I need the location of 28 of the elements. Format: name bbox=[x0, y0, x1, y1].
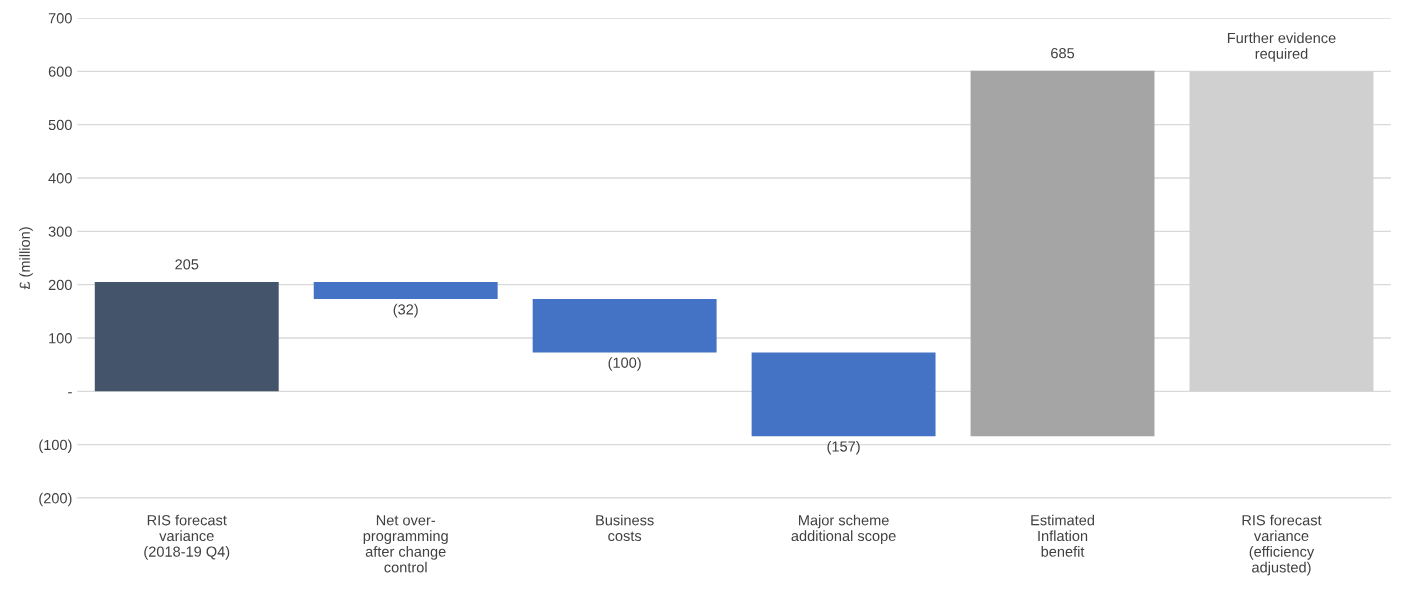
y-axis-title: £ (million) bbox=[19, 227, 33, 290]
bar bbox=[751, 352, 936, 437]
bar bbox=[313, 282, 498, 300]
y-tick-label: 400 bbox=[48, 173, 72, 184]
x-tick-label: Major scheme additional scope bbox=[791, 514, 896, 544]
y-tick-label: 300 bbox=[48, 226, 72, 237]
data-label: 685 bbox=[1051, 47, 1075, 59]
bar bbox=[970, 70, 1155, 437]
data-label: Further evidence required bbox=[1227, 32, 1336, 62]
y-tick-label: 600 bbox=[48, 66, 72, 77]
data-label: 205 bbox=[175, 259, 199, 270]
x-tick-label: RIS forecast variance (efficiency adjusted) bbox=[1242, 514, 1322, 576]
x-tick-label: RIS forecast variance (2018-19 Q4) bbox=[144, 514, 230, 560]
y-tick-label: 500 bbox=[48, 119, 72, 131]
data-label: (32) bbox=[393, 303, 418, 318]
y-tick-label: 700 bbox=[48, 13, 72, 24]
x-tick-label: Business costs bbox=[596, 514, 654, 542]
data-label: (157) bbox=[827, 440, 860, 455]
data-label: (100) bbox=[608, 357, 641, 371]
y-tick-label: (200) bbox=[39, 492, 72, 507]
bar bbox=[532, 299, 717, 353]
y-tick-label: 200 bbox=[48, 279, 72, 291]
x-tick-label: Estimated Inflation benefit bbox=[1031, 514, 1095, 557]
y-tick-label: 100 bbox=[49, 333, 72, 344]
y-tick-label: (100) bbox=[39, 439, 72, 453]
y-tick-label: - bbox=[68, 392, 72, 394]
bar bbox=[94, 282, 279, 392]
x-tick-label: Net over- programming after change control bbox=[363, 515, 448, 573]
